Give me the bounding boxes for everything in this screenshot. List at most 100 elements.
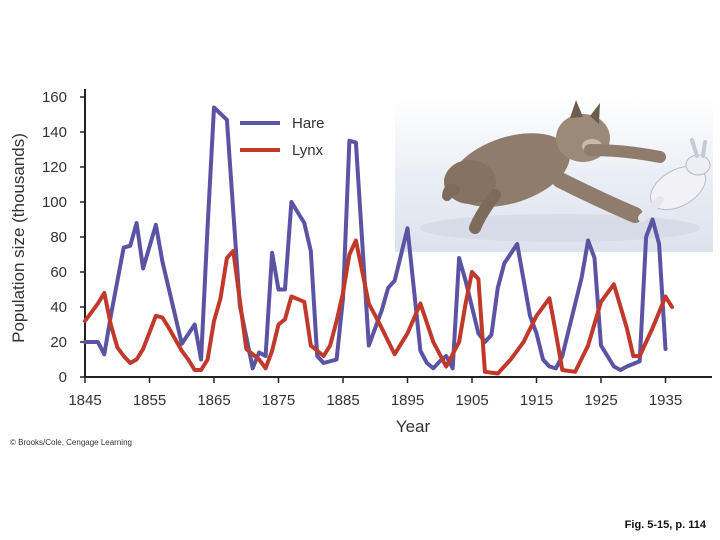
hare-data-point (315, 354, 319, 358)
lynx-data-point (476, 277, 481, 281)
lynx-data-point (199, 368, 203, 372)
copyright-credit: © Brooks/Cole, Cengage Learning (10, 438, 132, 447)
lynx-data-point (354, 238, 358, 243)
lynx-data-point (405, 331, 410, 335)
legend-label-lynx: Lynx (292, 142, 324, 159)
lynx-data-point (534, 314, 539, 318)
hare-data-point (180, 342, 184, 346)
lynx-data-point (264, 366, 268, 370)
y-axis-title: Population size (thousands) (9, 133, 28, 343)
hare-data-point (367, 343, 371, 348)
figure-caption: Fig. 5-15, p. 114 (624, 519, 706, 531)
lynx-data-point (599, 300, 603, 304)
lynx-data-point (651, 326, 655, 330)
lynx-data-point (96, 301, 100, 306)
hare-data-point (289, 200, 293, 204)
x-tick-label: 1875 (262, 392, 295, 409)
hare-data-point (205, 224, 210, 229)
hare-data-point (638, 359, 642, 363)
hare-data-point (528, 314, 532, 318)
y-tick-label: 80 (50, 229, 67, 246)
hare-data-point (393, 279, 397, 283)
hare-data-point (154, 223, 158, 227)
hare-data-point (489, 333, 493, 337)
hare-data-point (380, 308, 384, 313)
lynx-data-point (418, 301, 422, 306)
hare-data-point (141, 266, 145, 271)
lynx-data-point (328, 343, 332, 348)
hare-data-point (431, 366, 435, 370)
hare-data-point (334, 357, 339, 362)
y-tick-label: 120 (42, 159, 67, 176)
y-tick-label: 0 (59, 369, 67, 386)
lynx-data-point (205, 357, 210, 362)
hare-data-point (554, 366, 558, 370)
hare-data-point (386, 286, 390, 290)
x-tick-label: 1925 (584, 392, 617, 409)
lynx-data-point (186, 357, 190, 362)
lynx-data-point (289, 294, 293, 299)
hare-data-point (135, 221, 139, 225)
hare-series-line (83, 105, 668, 372)
lynx-data-point (231, 249, 235, 253)
hare-data-point (451, 366, 455, 370)
hare-data-point (225, 118, 229, 122)
hare-data-point (212, 105, 216, 110)
x-tick-label: 1845 (68, 392, 101, 409)
hare-data-point (322, 361, 326, 365)
lynx-data-point (522, 340, 526, 344)
x-axis-title: Year (396, 417, 431, 436)
lynx-data-point (257, 357, 261, 362)
lynx-data-point (193, 368, 197, 372)
hare-data-point (586, 238, 590, 243)
lynx-data-point (496, 371, 500, 376)
x-tick-label: 1895 (391, 392, 424, 409)
hare-data-point (444, 354, 448, 358)
hare-data-point (534, 331, 539, 335)
hare-data-point (302, 221, 306, 225)
lynx-data-point (625, 326, 629, 330)
lynx-data-point (431, 340, 435, 344)
lynx-data-point (83, 319, 87, 323)
lynx-data-point (612, 282, 616, 286)
lynx-data-point (225, 256, 229, 260)
hare-data-point (96, 340, 100, 344)
x-tick-label: 1935 (649, 392, 682, 409)
lynx-data-point (547, 296, 552, 300)
hare-data-point (347, 139, 352, 143)
y-tick-label: 160 (42, 89, 67, 106)
hare-data-point (515, 242, 519, 246)
lynx-data-point (122, 354, 126, 358)
hare-data-point (547, 364, 552, 369)
hare-data-point (83, 340, 87, 344)
hare-data-point (476, 331, 481, 335)
lynx-data-point (334, 319, 339, 323)
lynx-data-point (302, 300, 306, 304)
hare-data-point (354, 140, 358, 145)
lynx-data-point (670, 305, 674, 309)
hare-data-point (502, 261, 506, 265)
lynx-data-point (573, 370, 577, 374)
lynx-chasing-hare-illustration (395, 97, 713, 252)
lynx-data-point (663, 294, 668, 299)
lynx-data-point (560, 368, 564, 372)
hare-data-point (270, 251, 274, 255)
lynx-data-point (457, 340, 461, 344)
hare-data-point (264, 354, 268, 358)
hare-data-point (251, 366, 255, 370)
hare-data-point (580, 275, 584, 279)
lynx-data-point (322, 354, 326, 358)
lynx-data-point (380, 326, 384, 330)
hare-data-point (425, 361, 429, 365)
hare-data-point (160, 259, 164, 264)
hare-data-point (128, 244, 132, 248)
legend-label-hare: Hare (292, 115, 325, 132)
lynx-data-point (444, 364, 448, 369)
hare-data-point (657, 242, 661, 246)
y-tick-label: 100 (42, 194, 67, 211)
lynx-data-point (109, 322, 113, 327)
x-tick-label: 1915 (520, 392, 553, 409)
hare-data-point (592, 256, 597, 260)
hare-data-point (399, 252, 403, 257)
